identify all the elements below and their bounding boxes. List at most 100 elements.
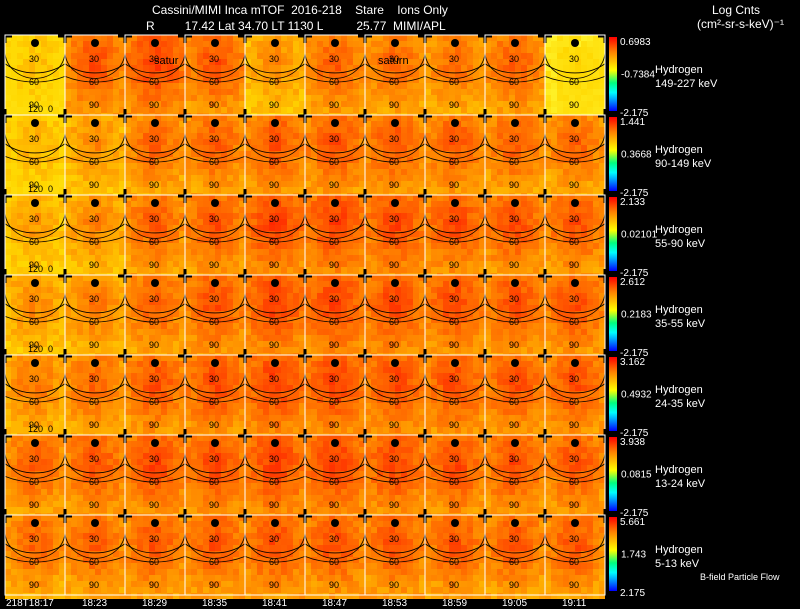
contour-60 — [124, 463, 186, 474]
colorbar-min: -2.175 — [620, 108, 649, 119]
contour-label-30: 30 — [89, 214, 99, 224]
contour-label-90: 90 — [509, 340, 519, 350]
contour-30 — [64, 211, 126, 239]
contour-label-90: 90 — [269, 260, 279, 270]
saturn-marker — [511, 519, 519, 527]
contour-90 — [244, 476, 306, 483]
contour-90 — [544, 396, 606, 403]
contour-60 — [364, 463, 426, 474]
contour-30 — [4, 371, 66, 399]
saturn-marker — [571, 519, 579, 527]
contour-label-30: 30 — [449, 294, 459, 304]
contour-30 — [544, 51, 606, 79]
contour-60 — [64, 383, 126, 394]
contour-90 — [364, 236, 426, 243]
contour-90 — [304, 476, 366, 483]
contour-60 — [184, 223, 246, 234]
colorbar-max: 2.133 — [620, 197, 645, 208]
channel-species: Hydrogen — [655, 544, 703, 556]
contour-90 — [424, 156, 486, 163]
contour-30 — [244, 131, 306, 159]
contour-30 — [244, 291, 306, 319]
contour-label-30: 30 — [449, 454, 459, 464]
contour-90 — [424, 476, 486, 483]
edge-label-0: 0 — [48, 104, 53, 114]
contour-label-30: 30 — [449, 374, 459, 384]
saturn-marker — [271, 439, 279, 447]
colorbar-min: -2.175 — [620, 348, 649, 359]
contour-label-30: 30 — [509, 134, 519, 144]
contour-90 — [184, 556, 246, 563]
saturn-marker — [331, 199, 339, 207]
contour-label-90: 90 — [569, 180, 579, 190]
contour-label-90: 90 — [569, 340, 579, 350]
contour-90 — [424, 236, 486, 243]
saturn-marker — [91, 119, 99, 127]
contour-90 — [364, 76, 426, 83]
contour-30 — [364, 291, 426, 319]
contour-label-90: 90 — [89, 580, 99, 590]
contour-90 — [364, 476, 426, 483]
contour-label-30: 30 — [209, 294, 219, 304]
contour-30 — [484, 131, 546, 159]
contour-30 — [544, 131, 606, 159]
chart-title: Cassini/MIMI Inca mTOF 2016-218 Stare Io… — [152, 3, 448, 17]
contour-60 — [304, 143, 366, 154]
contour-30 — [184, 131, 246, 159]
contour-90 — [364, 156, 426, 163]
colorbar-gradient — [609, 197, 617, 271]
edge-label-0: 0 — [48, 184, 53, 194]
contour-60 — [424, 223, 486, 234]
contour-30 — [244, 211, 306, 239]
contour-90 — [124, 476, 186, 483]
contour-label-90: 90 — [509, 260, 519, 270]
contour-90 — [304, 236, 366, 243]
contour-60 — [304, 543, 366, 554]
contour-label-90: 90 — [209, 500, 219, 510]
saturn-marker — [511, 119, 519, 127]
contour-90 — [484, 76, 546, 83]
contour-30 — [64, 451, 126, 479]
contour-label-90: 90 — [569, 260, 579, 270]
contour-label-90: 90 — [209, 580, 219, 590]
channel-energy: 24-35 keV — [655, 398, 706, 410]
contour-30 — [424, 291, 486, 319]
contour-label-90: 90 — [569, 580, 579, 590]
contour-60 — [184, 143, 246, 154]
contour-label-30: 30 — [149, 134, 159, 144]
contour-30 — [4, 51, 66, 79]
contour-60 — [4, 383, 66, 394]
saturn-marker — [571, 359, 579, 367]
colorbar-max: 5.661 — [620, 517, 645, 528]
contour-60 — [364, 143, 426, 154]
contour-30 — [124, 211, 186, 239]
contour-30 — [364, 211, 426, 239]
contour-30 — [124, 451, 186, 479]
contour-label-30: 30 — [449, 214, 459, 224]
contour-30 — [244, 531, 306, 559]
saturn-marker — [451, 359, 459, 367]
contour-label-90: 90 — [509, 420, 519, 430]
saturn-marker — [391, 119, 399, 127]
colorbar-gradient — [609, 437, 617, 511]
contour-label-30: 30 — [29, 54, 39, 64]
contour-label-30: 30 — [569, 534, 579, 544]
